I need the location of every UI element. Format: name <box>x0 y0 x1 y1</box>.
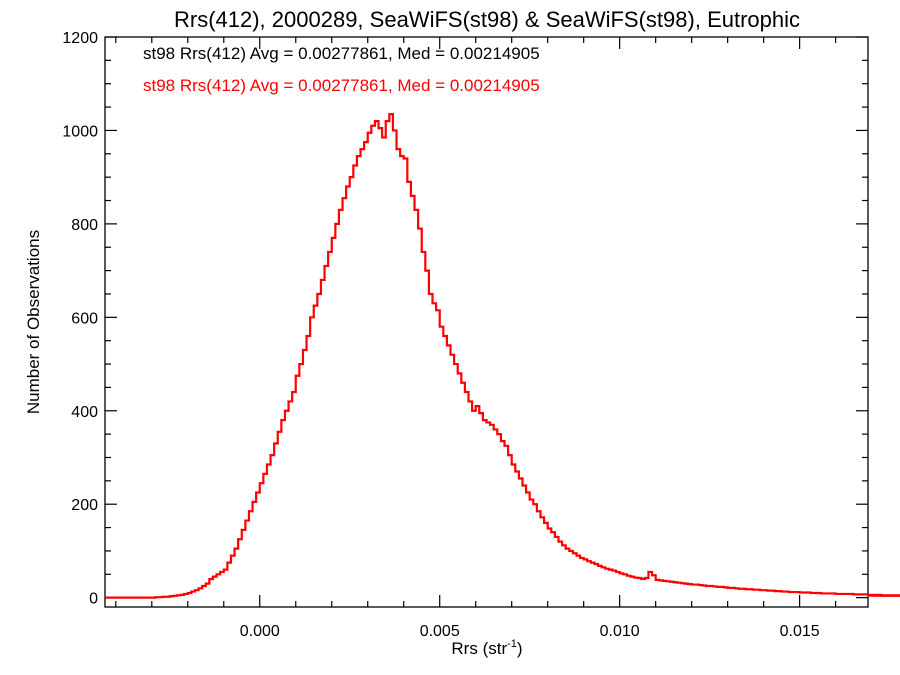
chart-title: Rrs(412), 2000289, SeaWiFS(st98) & SeaWi… <box>174 7 800 32</box>
x-tick-label: 0.000 <box>240 623 280 640</box>
y-tick-label: 1000 <box>62 123 98 140</box>
y-tick-label: 200 <box>71 497 98 514</box>
y-tick-label: 1200 <box>62 30 98 47</box>
legend-entry-black: st98 Rrs(412) Avg = 0.00277861, Med = 0.… <box>143 44 540 63</box>
histogram-series-line <box>105 112 900 599</box>
y-tick-label: 0 <box>89 591 98 608</box>
x-tick-label: 0.015 <box>780 623 820 640</box>
x-tick-label: 0.005 <box>420 623 460 640</box>
axis-ticks <box>105 36 868 607</box>
plot-frame <box>104 36 869 608</box>
x-axis-title-superscript: -1 <box>507 638 517 650</box>
y-tick-label: 400 <box>71 404 98 421</box>
x-axis-title: Rrs (str-1) <box>451 638 522 658</box>
axis-tick-labels: 0.000 0.005 0.010 0.015 0 200 400 600 800 1000 120… <box>62 30 819 640</box>
y-tick-label: 800 <box>71 217 98 234</box>
x-tick-label: 0.010 <box>600 623 640 640</box>
y-tick-label: 600 <box>71 310 98 327</box>
legend-entry-red: st98 Rrs(412) Avg = 0.00277861, Med = 0.… <box>143 76 540 95</box>
y-axis-title: Number of Observations <box>24 230 43 414</box>
